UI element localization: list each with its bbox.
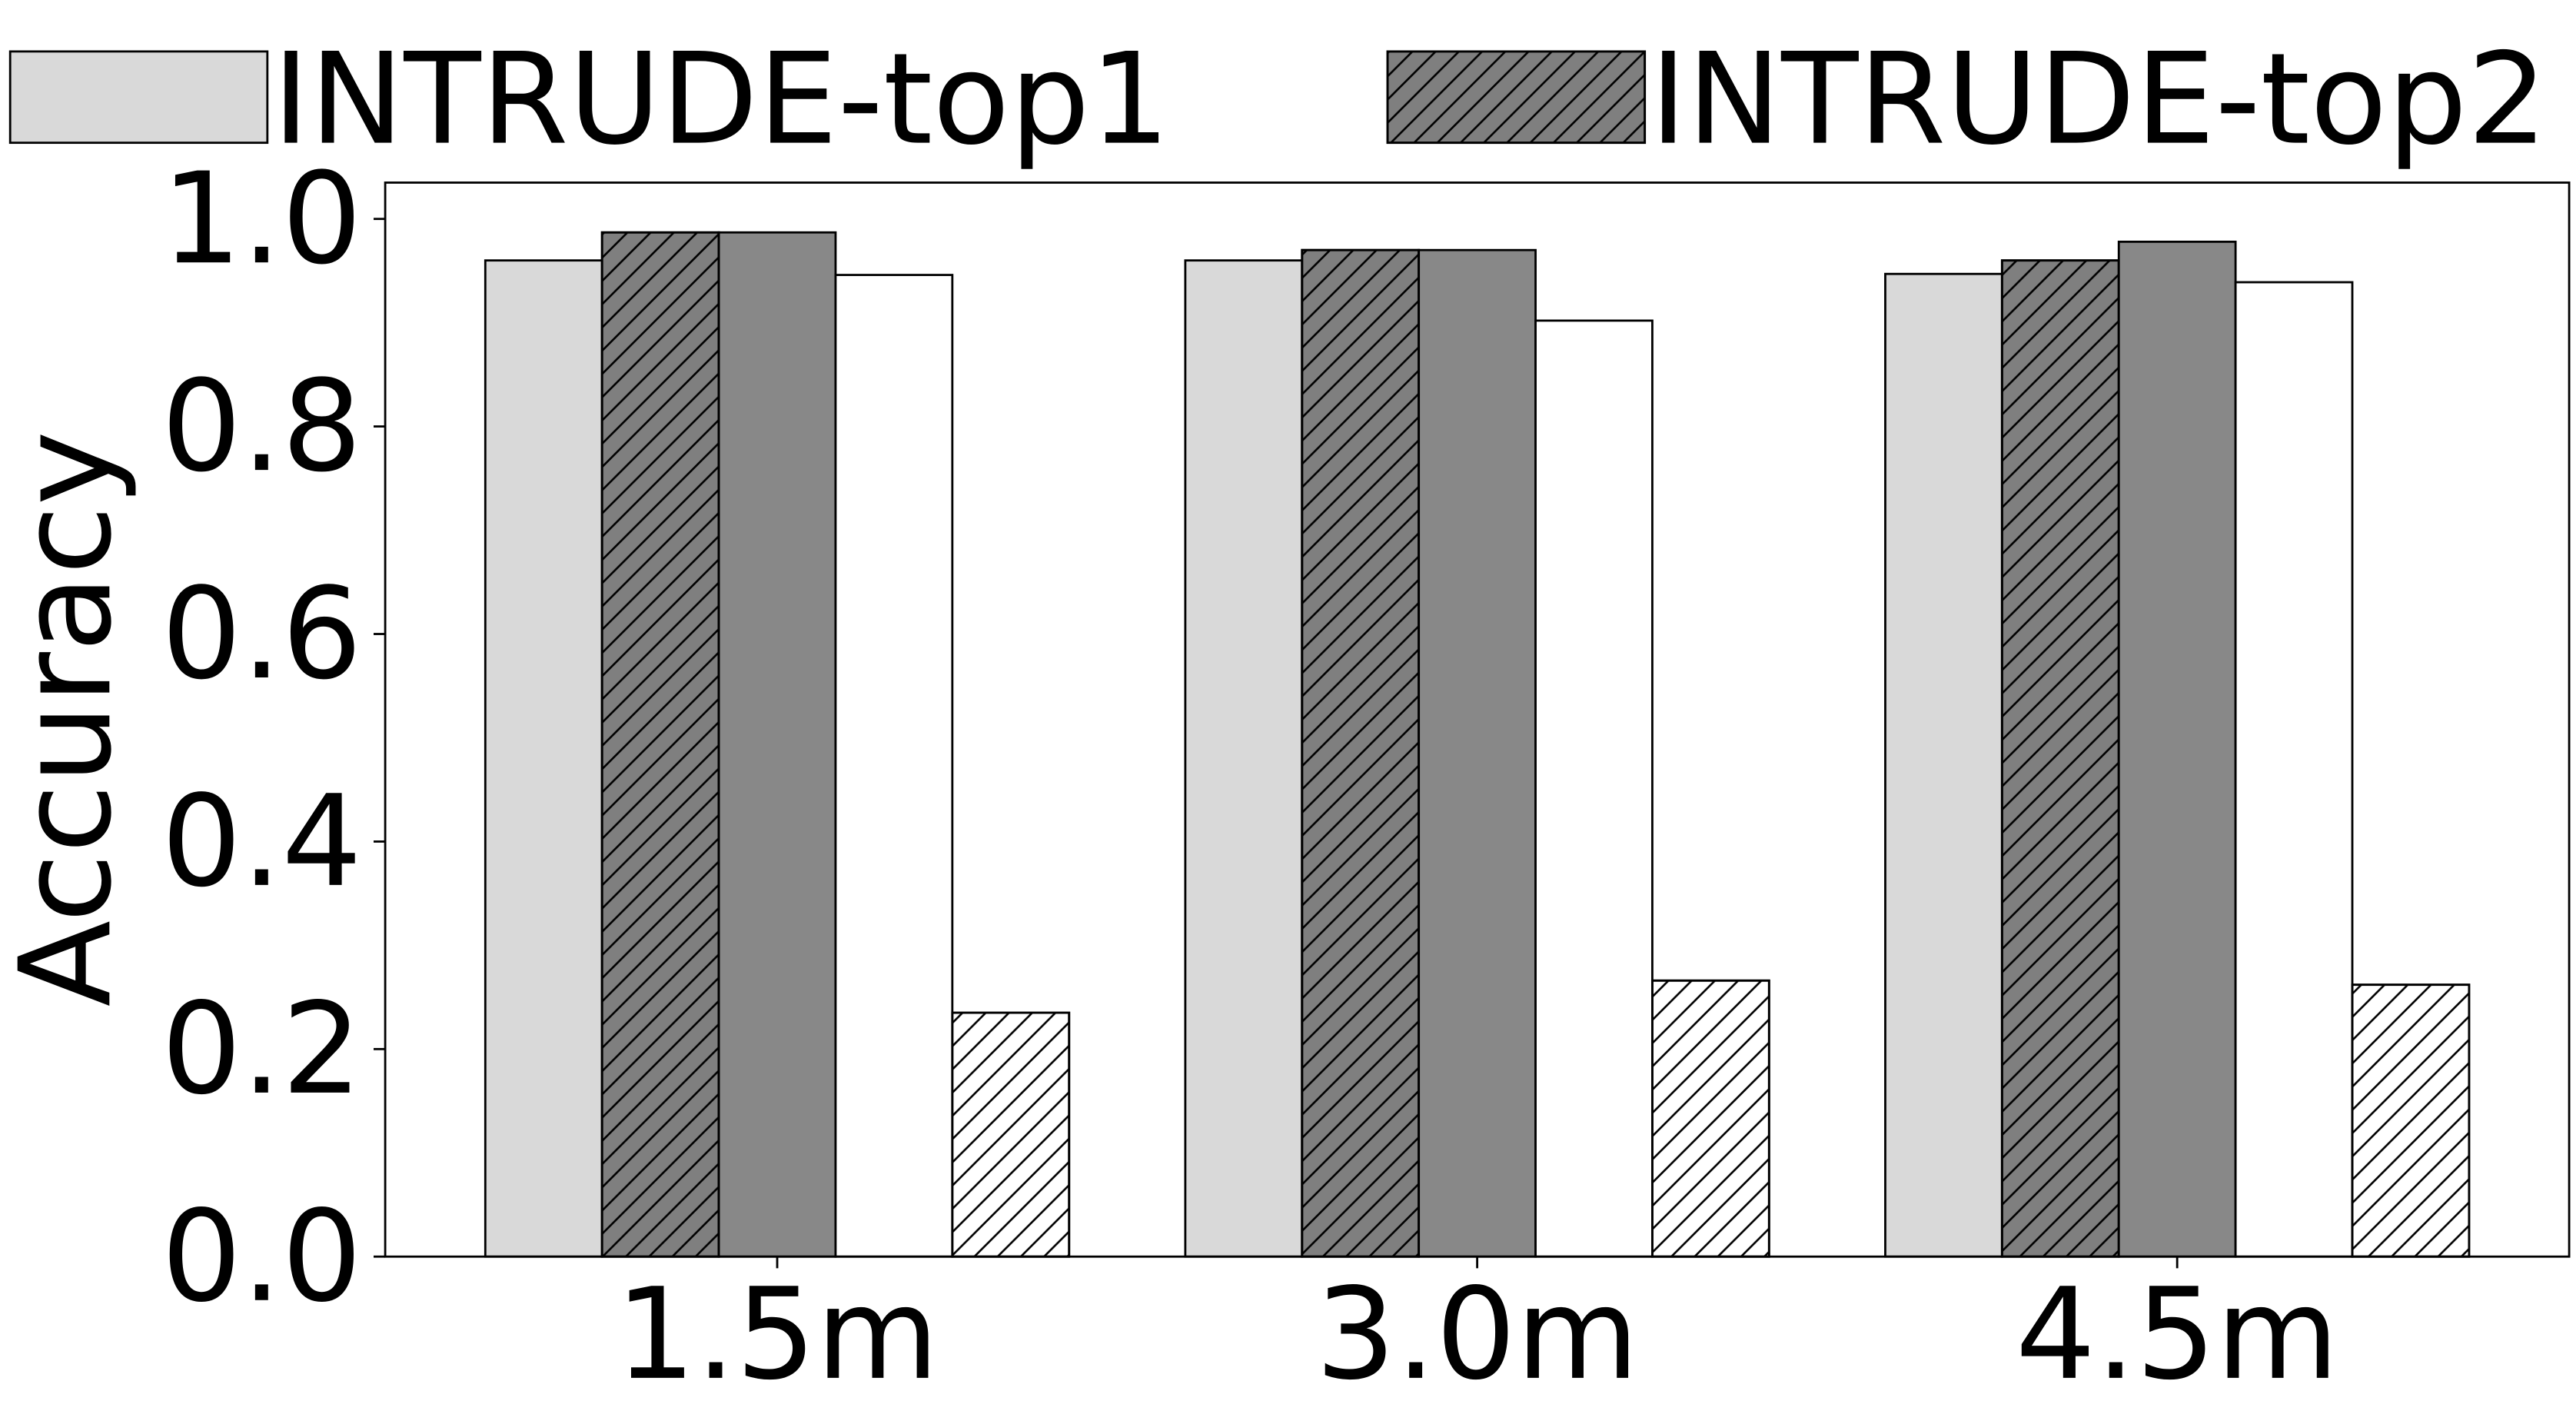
bar	[1534, 319, 1654, 1258]
y-axis-label: Accuracy	[0, 431, 139, 1007]
legend-swatch	[8, 50, 269, 145]
bar	[1884, 272, 2003, 1258]
bar-hatch	[1301, 248, 1421, 1258]
bar-hatch	[2000, 259, 2120, 1258]
y-tick-label: 0.8	[161, 353, 362, 500]
y-tick-label: 1.0	[161, 145, 362, 292]
bar	[717, 231, 837, 1258]
bar	[834, 274, 954, 1258]
legend-label: INTRUDE-top2	[1650, 26, 2548, 173]
bar	[1418, 248, 1537, 1258]
y-tick-label: 0.2	[161, 976, 362, 1123]
bar	[484, 259, 603, 1258]
x-tick-label: 4.5m	[2016, 1261, 2339, 1408]
bar	[2234, 281, 2354, 1258]
y-tick-label: 0.4	[161, 768, 362, 915]
legend-swatch-hatch	[1386, 50, 1647, 145]
bar-hatch	[951, 1011, 1071, 1258]
legend-label: INTRUDE-top1	[272, 26, 1170, 173]
x-tick-label: 3.0m	[1315, 1261, 1639, 1408]
y-tick-label: 0.6	[161, 561, 362, 707]
bar-hatch	[1651, 979, 1770, 1258]
bar-hatch	[600, 231, 720, 1258]
bar	[1184, 259, 1304, 1258]
bar	[2117, 240, 2237, 1258]
bar-hatch	[2351, 983, 2471, 1258]
y-tick-label: 0.0	[161, 1183, 362, 1330]
x-tick-label: 1.5m	[616, 1261, 939, 1408]
